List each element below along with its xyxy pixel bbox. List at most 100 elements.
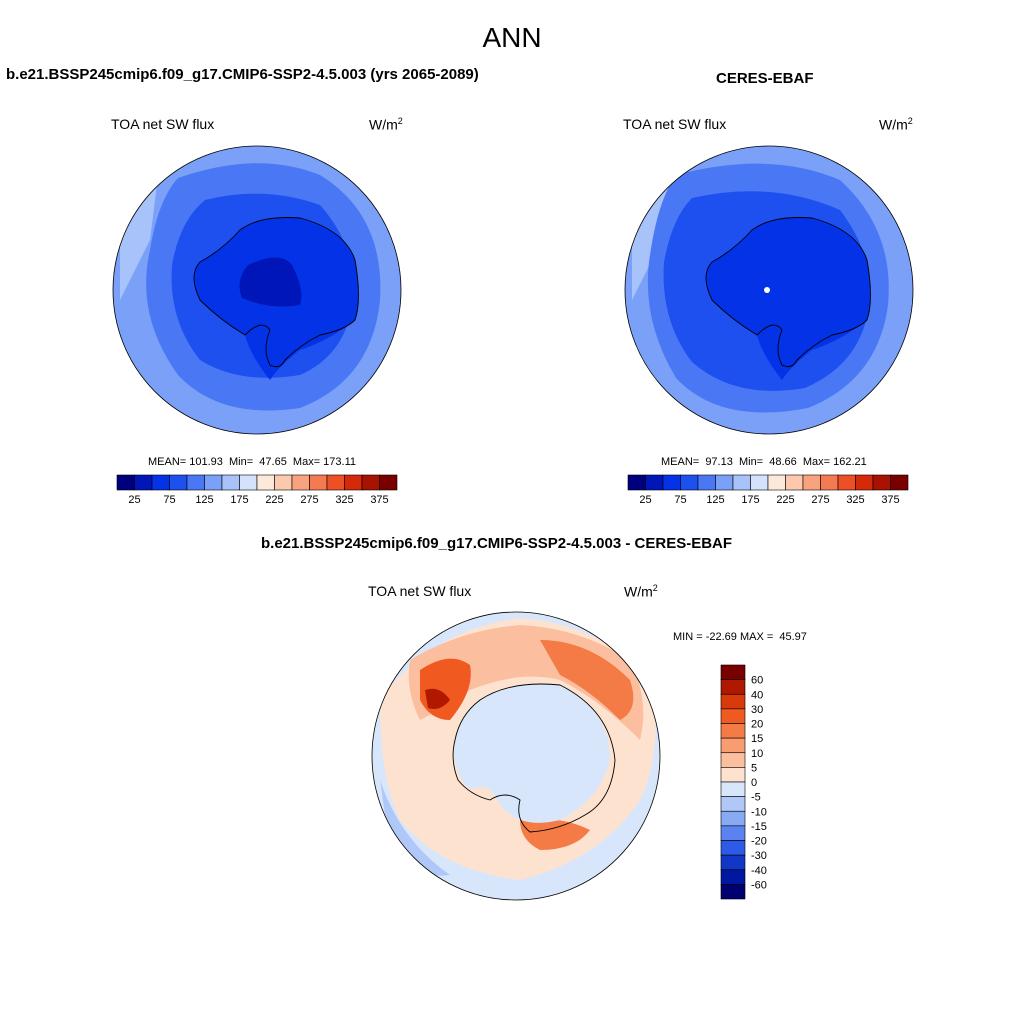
- colorbar-swatch: [645, 474, 664, 491]
- colorbar-tick-label: 275: [811, 494, 829, 506]
- colorbar-swatch: [820, 474, 839, 491]
- colorbar-swatch: [221, 474, 240, 491]
- colorbar-tick-label: 25: [639, 494, 651, 506]
- panel-2-stats: MEAN= 97.13 Min= 48.66 Max= 162.21: [661, 456, 867, 468]
- colorbar-tick-label: 30: [751, 704, 763, 716]
- panel-1-variable: TOA net SW flux: [111, 116, 215, 132]
- panel-2-variable: TOA net SW flux: [623, 116, 727, 132]
- colorbar-swatch: [627, 474, 646, 491]
- map-2-coastline: [705, 217, 871, 368]
- panel-1-title: b.e21.BSSP245cmip6.f09_g17.CMIP6-SSP2-4.…: [6, 66, 479, 83]
- colorbar-swatch: [274, 474, 293, 491]
- map-3-border: [371, 611, 661, 901]
- colorbar-swatch: [720, 840, 746, 856]
- colorbar-swatch: [720, 781, 746, 797]
- colorbar-tick-label: 75: [674, 494, 686, 506]
- colorbar-swatch: [379, 474, 398, 491]
- colorbar-swatch: [855, 474, 874, 491]
- colorbar-swatch: [890, 474, 909, 491]
- colorbar-tick-label: 75: [163, 494, 175, 506]
- colorbar-swatch: [720, 854, 746, 871]
- colorbar-swatch: [256, 474, 275, 491]
- colorbar-tick-label: 10: [751, 748, 763, 760]
- map-1-border: [112, 145, 402, 435]
- colorbar-swatch: [715, 474, 734, 491]
- colorbar-swatch: [720, 796, 746, 812]
- colorbar-swatch: [720, 767, 746, 783]
- colorbar-tick-label: -40: [751, 865, 767, 877]
- map-3-coastline: [452, 683, 616, 833]
- colorbar-tick-label: 5: [751, 762, 757, 774]
- colorbar-swatch: [720, 693, 746, 710]
- colorbar-swatch: [361, 474, 380, 491]
- colorbar-tick-label: -20: [751, 836, 767, 848]
- colorbar-swatch: [326, 474, 345, 491]
- colorbar-swatch: [720, 664, 746, 680]
- panel-2-title: CERES-EBAF: [716, 70, 814, 87]
- colorbar-tick-label: -30: [751, 850, 767, 862]
- colorbar-swatch: [134, 474, 153, 491]
- colorbar-tick-label: 0: [751, 777, 757, 789]
- colorbar-swatch: [291, 474, 310, 491]
- colorbar-swatch: [802, 474, 821, 491]
- colorbar-tick-label: 15: [751, 733, 763, 745]
- colorbar-tick-label: 60: [751, 675, 763, 687]
- colorbar-swatch: [720, 884, 746, 900]
- colorbar-tick-label: 325: [335, 494, 353, 506]
- colorbar-swatch: [697, 474, 716, 491]
- map-1-coastline: [193, 217, 359, 368]
- panel-1-units: W/m2: [369, 116, 403, 133]
- colorbar-tick-label: -15: [751, 821, 767, 833]
- colorbar-swatch: [680, 474, 699, 491]
- colorbar-tick-label: -10: [751, 806, 767, 818]
- colorbar-swatch: [720, 825, 746, 841]
- colorbar-swatch: [720, 737, 746, 754]
- panel-3-stats: MIN = -22.69 MAX = 45.97: [673, 631, 807, 643]
- colorbar-3: 60 40 30 20 15 10 5 0 -5 -10 -15 -20 -30 -40 -60: [720, 664, 767, 900]
- colorbar-swatch: [662, 474, 681, 491]
- colorbar-swatch: [204, 474, 223, 491]
- colorbar-tick-label: 175: [230, 494, 248, 506]
- panel-3-title: b.e21.BSSP245cmip6.f09_g17.CMIP6-SSP2-4.…: [261, 535, 733, 552]
- colorbar-swatch: [720, 679, 746, 695]
- colorbar-2: 25 75 125 175 225 275 325 375: [627, 474, 909, 506]
- figure-title: ANN: [482, 22, 542, 53]
- colorbar-tick-label: 375: [370, 494, 388, 506]
- colorbar-swatch: [720, 723, 746, 739]
- colorbar-swatch: [344, 474, 363, 491]
- colorbar-swatch: [837, 474, 856, 491]
- colorbar-tick-label: 20: [751, 719, 763, 731]
- colorbar-tick-label: 225: [776, 494, 794, 506]
- map-1: [113, 146, 401, 434]
- colorbar-tick-label: 175: [741, 494, 759, 506]
- colorbar-tick-label: 275: [300, 494, 318, 506]
- colorbar-swatch: [720, 810, 746, 827]
- map-3: [372, 612, 660, 900]
- colorbar-tick-label: -60: [751, 879, 767, 891]
- colorbar-swatch: [239, 474, 258, 491]
- colorbar-tick-label: 25: [128, 494, 140, 506]
- colorbar-swatch: [750, 474, 769, 491]
- colorbar-swatch: [767, 474, 786, 491]
- colorbar-swatch: [720, 708, 746, 724]
- colorbar-tick-label: -5: [751, 792, 761, 804]
- panel-3-units: W/m2: [624, 583, 658, 600]
- colorbar-tick-label: 125: [706, 494, 724, 506]
- colorbar-swatch: [720, 869, 746, 885]
- colorbar-tick-label: 40: [751, 689, 763, 701]
- map-2: [625, 146, 913, 434]
- colorbar-swatch: [116, 474, 135, 491]
- map-2-border: [624, 145, 914, 435]
- colorbar-swatch: [732, 474, 751, 491]
- colorbar-swatch: [309, 474, 328, 491]
- colorbar-tick-label: 125: [195, 494, 213, 506]
- colorbar-tick-label: 375: [881, 494, 899, 506]
- colorbar-tick-label: 225: [265, 494, 283, 506]
- colorbar-swatch: [785, 474, 804, 491]
- panel-2-units: W/m2: [879, 116, 913, 133]
- colorbar-swatch: [186, 474, 205, 491]
- panel-3-variable: TOA net SW flux: [368, 583, 472, 599]
- colorbar-swatch: [151, 474, 170, 491]
- colorbar-swatch: [169, 474, 188, 491]
